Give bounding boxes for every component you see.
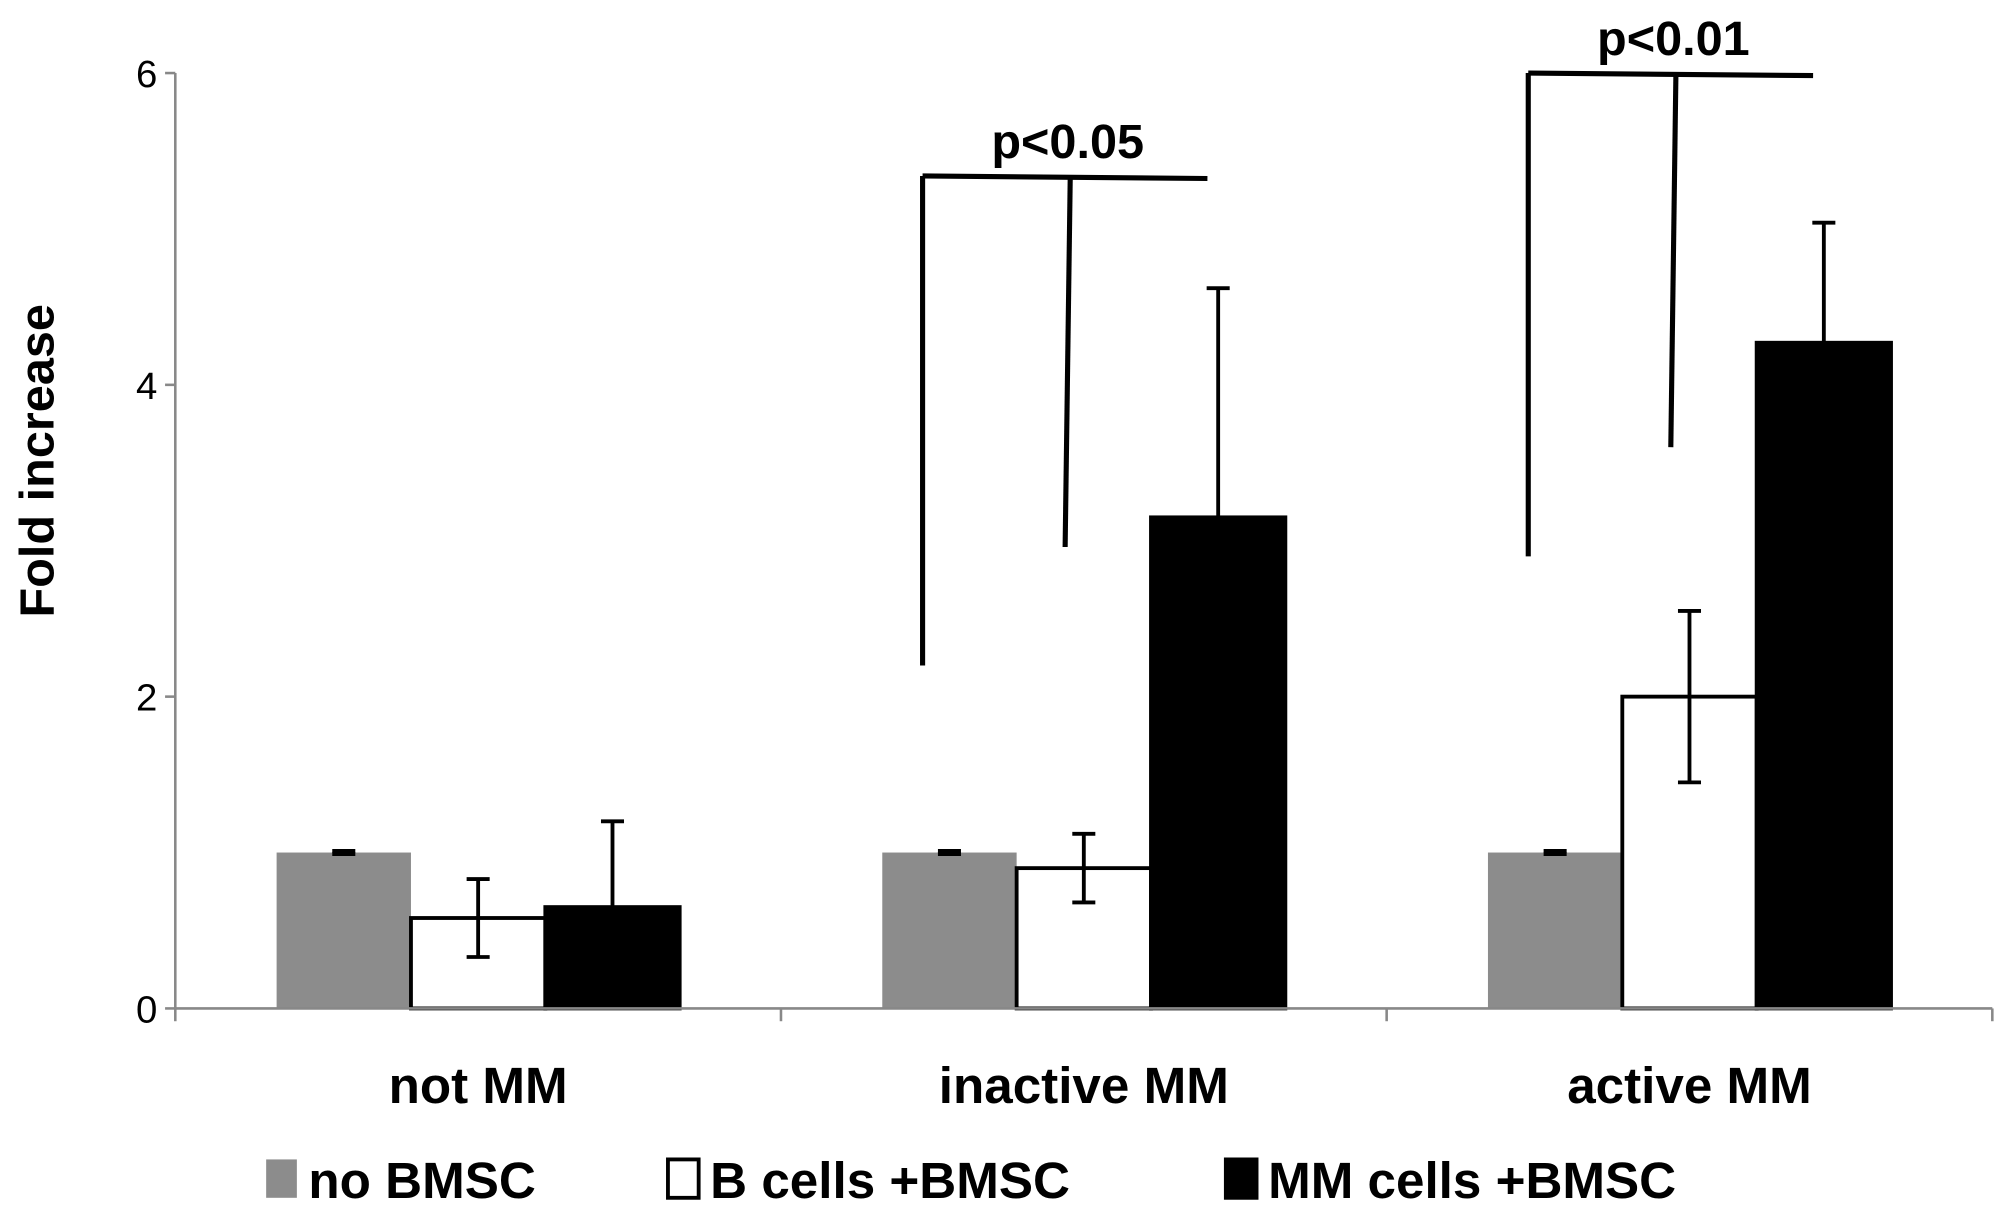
y-tick-label: 6 xyxy=(136,53,157,96)
y-tick-label: 0 xyxy=(136,989,157,1032)
p-value-label: p<0.05 xyxy=(991,115,1144,169)
legend-swatch xyxy=(666,1157,701,1200)
legend-swatch xyxy=(266,1159,297,1198)
legend-label: no BMSC xyxy=(308,1152,535,1209)
bar xyxy=(276,852,411,1009)
significance-bracket xyxy=(1528,70,1814,79)
y-tick-label: 2 xyxy=(136,677,157,720)
legend-label: MM cells +BMSC xyxy=(1268,1152,1676,1209)
significance-leg xyxy=(1062,175,1073,548)
p-value-label: p<0.01 xyxy=(1597,12,1750,66)
x-tick-label: inactive MM xyxy=(939,1057,1229,1114)
x-tick-label: not MM xyxy=(389,1057,568,1114)
y-axis-label: Fold increase xyxy=(11,304,65,617)
bar xyxy=(1487,852,1623,1009)
y-tick-label: 4 xyxy=(136,365,157,408)
legend-swatch xyxy=(1223,1157,1259,1200)
x-tick-label: active MM xyxy=(1567,1057,1812,1114)
legend-label: B cells +BMSC xyxy=(710,1152,1070,1209)
significance-bracket xyxy=(922,173,1208,182)
significance-leg xyxy=(1668,73,1679,448)
bar xyxy=(882,852,1017,1009)
